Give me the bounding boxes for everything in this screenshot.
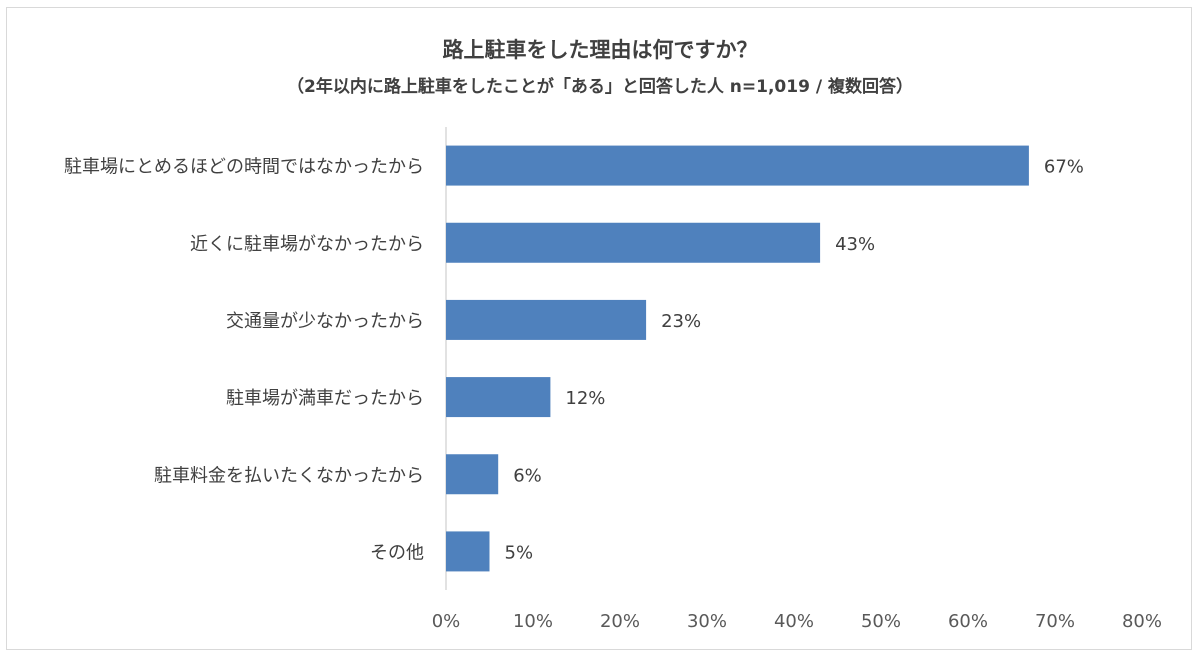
chart-title: 路上駐車をした理由は何ですか？ [442,38,758,62]
bar [446,531,490,572]
bar [446,222,821,263]
x-tick-label: 80% [1122,611,1162,632]
x-tick-label: 50% [861,611,901,632]
category-label: 駐車場にとめるほどの時間ではなかったから [64,157,424,178]
x-tick-label: 40% [774,611,814,632]
chart-subtitle: （2年以内に路上駐車をしたことが「ある」と回答した人 n=1,019 / 複数回… [287,77,913,97]
bar [446,377,551,418]
data-label: 5% [505,542,534,563]
category-label: 近くに駐車場がなかったから [190,234,424,255]
data-label: 23% [661,311,701,332]
x-tick-label: 30% [687,611,727,632]
data-label: 12% [565,388,605,409]
bar [446,145,1029,186]
x-tick-label: 0% [432,611,461,632]
data-label: 67% [1044,157,1084,178]
category-label: その他 [370,542,424,563]
x-tick-label: 20% [600,611,640,632]
bar [446,454,499,495]
data-label: 6% [513,465,542,486]
bar [446,299,647,340]
category-label: 交通量が少なかったから [226,311,424,332]
category-label: 駐車場が満車だったから [226,388,424,409]
category-label: 駐車料金を払いたくなかったから [154,465,424,486]
data-label: 43% [835,234,875,255]
x-tick-label: 70% [1035,611,1075,632]
x-tick-label: 10% [513,611,553,632]
x-tick-label: 60% [948,611,988,632]
